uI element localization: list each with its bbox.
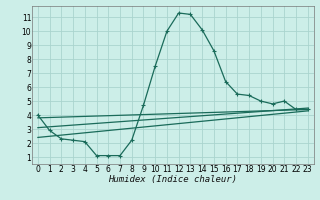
X-axis label: Humidex (Indice chaleur): Humidex (Indice chaleur) — [108, 175, 237, 184]
